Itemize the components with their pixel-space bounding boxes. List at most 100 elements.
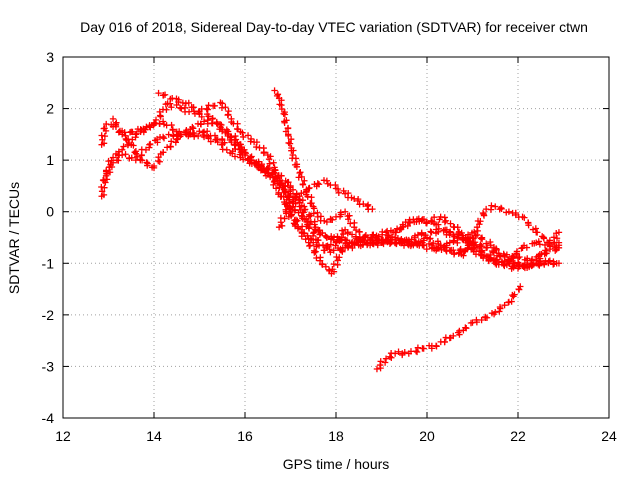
data-marks [98, 87, 563, 373]
data-point-interp [287, 212, 295, 220]
data-point-interp [185, 99, 192, 107]
data-point-interp [290, 220, 298, 227]
data-point-interp [306, 184, 313, 192]
data-point-interp [352, 226, 360, 234]
data-point-interp [463, 324, 470, 332]
data-point-interp [377, 358, 384, 365]
data-point-interp [348, 231, 356, 238]
data-point-interp [265, 156, 273, 163]
data-point [323, 234, 331, 241]
data-point-interp [426, 235, 434, 243]
data-point-interp [433, 343, 440, 350]
data-point [228, 133, 235, 141]
data-point-interp [441, 218, 449, 226]
y-tick-label: 3 [46, 49, 54, 65]
data-point-interp [310, 210, 317, 217]
data-point [341, 208, 349, 215]
data-point-interp [144, 160, 151, 167]
data-point-interp [418, 217, 425, 224]
y-tick-label: -2 [42, 307, 55, 323]
data-point-interp [199, 129, 207, 136]
data-point [487, 242, 494, 249]
data-point-interp [253, 143, 260, 151]
data-point-interp [343, 237, 351, 244]
data-point-interp [304, 232, 311, 239]
data-point-interp [265, 164, 273, 172]
data-point [369, 234, 376, 241]
data-point-interp [458, 229, 465, 237]
data-point-interp [414, 240, 422, 247]
data-point [173, 136, 180, 143]
data-point [109, 115, 117, 123]
data-point-interp [442, 217, 449, 224]
data-point-interp [163, 106, 170, 113]
data-point-interp [413, 348, 421, 356]
data-point-interp [190, 125, 197, 132]
data-point-interp [238, 148, 245, 155]
data-point-interp [217, 124, 224, 131]
y-tick-label: -1 [42, 255, 55, 271]
data-point-interp [374, 241, 381, 249]
data-point [446, 239, 453, 246]
series-track-e [155, 89, 563, 259]
data-point-interp [420, 345, 427, 352]
data-point-interp [298, 173, 305, 181]
data-point-interp [244, 132, 252, 139]
data-point-interp [397, 225, 405, 233]
data-point-interp [281, 215, 288, 222]
data-point-interp [138, 157, 146, 164]
data-point-interp [299, 209, 306, 216]
data-point-interp [152, 116, 160, 124]
data-point-interp [515, 286, 523, 293]
y-axis-label: SDTVAR / TECUs [6, 182, 22, 294]
data-point-interp [308, 194, 315, 201]
data-point-interp [297, 169, 304, 176]
data-point-interp [101, 132, 109, 140]
data-point-interp [427, 217, 435, 224]
data-point-interp [552, 247, 559, 254]
data-point-interp [274, 91, 282, 98]
data-point-interp [299, 180, 307, 188]
data-point [271, 87, 278, 94]
data-point-interp [370, 231, 377, 238]
data-point-interp [292, 194, 299, 202]
data-point-interp [433, 245, 441, 253]
data-point [555, 229, 563, 236]
data-point-interp [392, 229, 400, 236]
data-point [296, 203, 303, 210]
data-point [264, 151, 271, 159]
data-point-interp [267, 153, 274, 160]
data-point [205, 113, 212, 120]
data-point-interp [224, 111, 232, 118]
y-tick-label: -3 [42, 358, 55, 374]
data-point-interp [307, 200, 314, 207]
data-point-interp [509, 254, 516, 262]
data-point-interp [440, 227, 447, 234]
data-point-interp [168, 121, 175, 129]
data-point-interp [344, 228, 352, 236]
data-point-interp [384, 236, 392, 244]
data-point [214, 120, 221, 128]
data-point [287, 190, 294, 197]
data-point [360, 200, 367, 208]
data-point-interp [488, 202, 495, 209]
data-point-interp [524, 255, 531, 262]
data-point-interp [129, 128, 136, 136]
data-point-interp [373, 237, 380, 244]
data-point-interp [289, 186, 297, 194]
data-point-interp [478, 236, 486, 243]
data-point-interp [399, 221, 406, 228]
data-point-interp [394, 235, 402, 242]
x-tick-label: 14 [146, 428, 162, 444]
data-point-interp [510, 264, 517, 271]
data-point-interp [276, 101, 283, 108]
data-point [316, 257, 324, 264]
data-point [492, 309, 499, 316]
data-point [323, 177, 331, 184]
data-point-interp [189, 123, 196, 131]
data-point-interp [150, 162, 158, 170]
data-point-interp [281, 111, 289, 118]
data-point-interp [190, 131, 198, 139]
data-point-interp [330, 260, 338, 268]
data-point [314, 180, 321, 187]
